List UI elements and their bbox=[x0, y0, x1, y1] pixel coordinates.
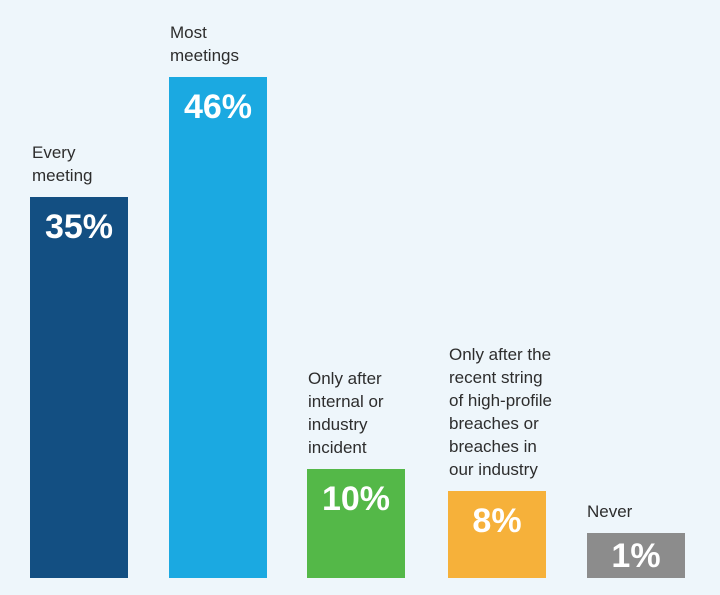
category-label-line: meetings bbox=[170, 46, 239, 65]
category-label-line: Most bbox=[170, 23, 207, 42]
bar-value-label: 1% bbox=[611, 537, 661, 575]
category-label-line: industry bbox=[308, 415, 368, 435]
category-label-line: Only after bbox=[308, 369, 382, 389]
bar-0: 35% bbox=[30, 196, 128, 578]
category-label-line: recent string bbox=[449, 367, 543, 387]
bar-1: 46% bbox=[169, 77, 267, 578]
category-label-line: our industry bbox=[449, 459, 538, 479]
bar-value-label: 46% bbox=[183, 88, 253, 126]
category-label: Most meetings bbox=[170, 21, 239, 67]
category-label: Every meeting bbox=[32, 141, 92, 187]
bar-2: 10% bbox=[307, 469, 405, 578]
category-label-line: meeting bbox=[32, 165, 93, 185]
category-label: Only after internal or industry incident bbox=[308, 367, 384, 459]
bar-value-label: 35% bbox=[44, 207, 114, 246]
category-label-line: of high-profile bbox=[449, 390, 553, 410]
category-label: Never bbox=[587, 500, 632, 523]
category-label-line: Every bbox=[32, 142, 76, 162]
category-label-line: internal or bbox=[308, 392, 384, 412]
bar-3: 8% bbox=[448, 490, 546, 578]
category-label-line: breaches or bbox=[449, 413, 539, 433]
category-label-line: Only after the bbox=[449, 344, 552, 364]
category-label: Only after the recent string of high-profi… bbox=[449, 343, 552, 481]
bar-value-label: 10% bbox=[321, 480, 391, 519]
category-label-line: breaches in bbox=[449, 436, 537, 456]
category-label-line: Never bbox=[587, 502, 633, 521]
category-label-line: incident bbox=[308, 438, 367, 458]
bar-value-label: 8% bbox=[472, 501, 522, 540]
bar-4: 1% bbox=[587, 533, 685, 578]
